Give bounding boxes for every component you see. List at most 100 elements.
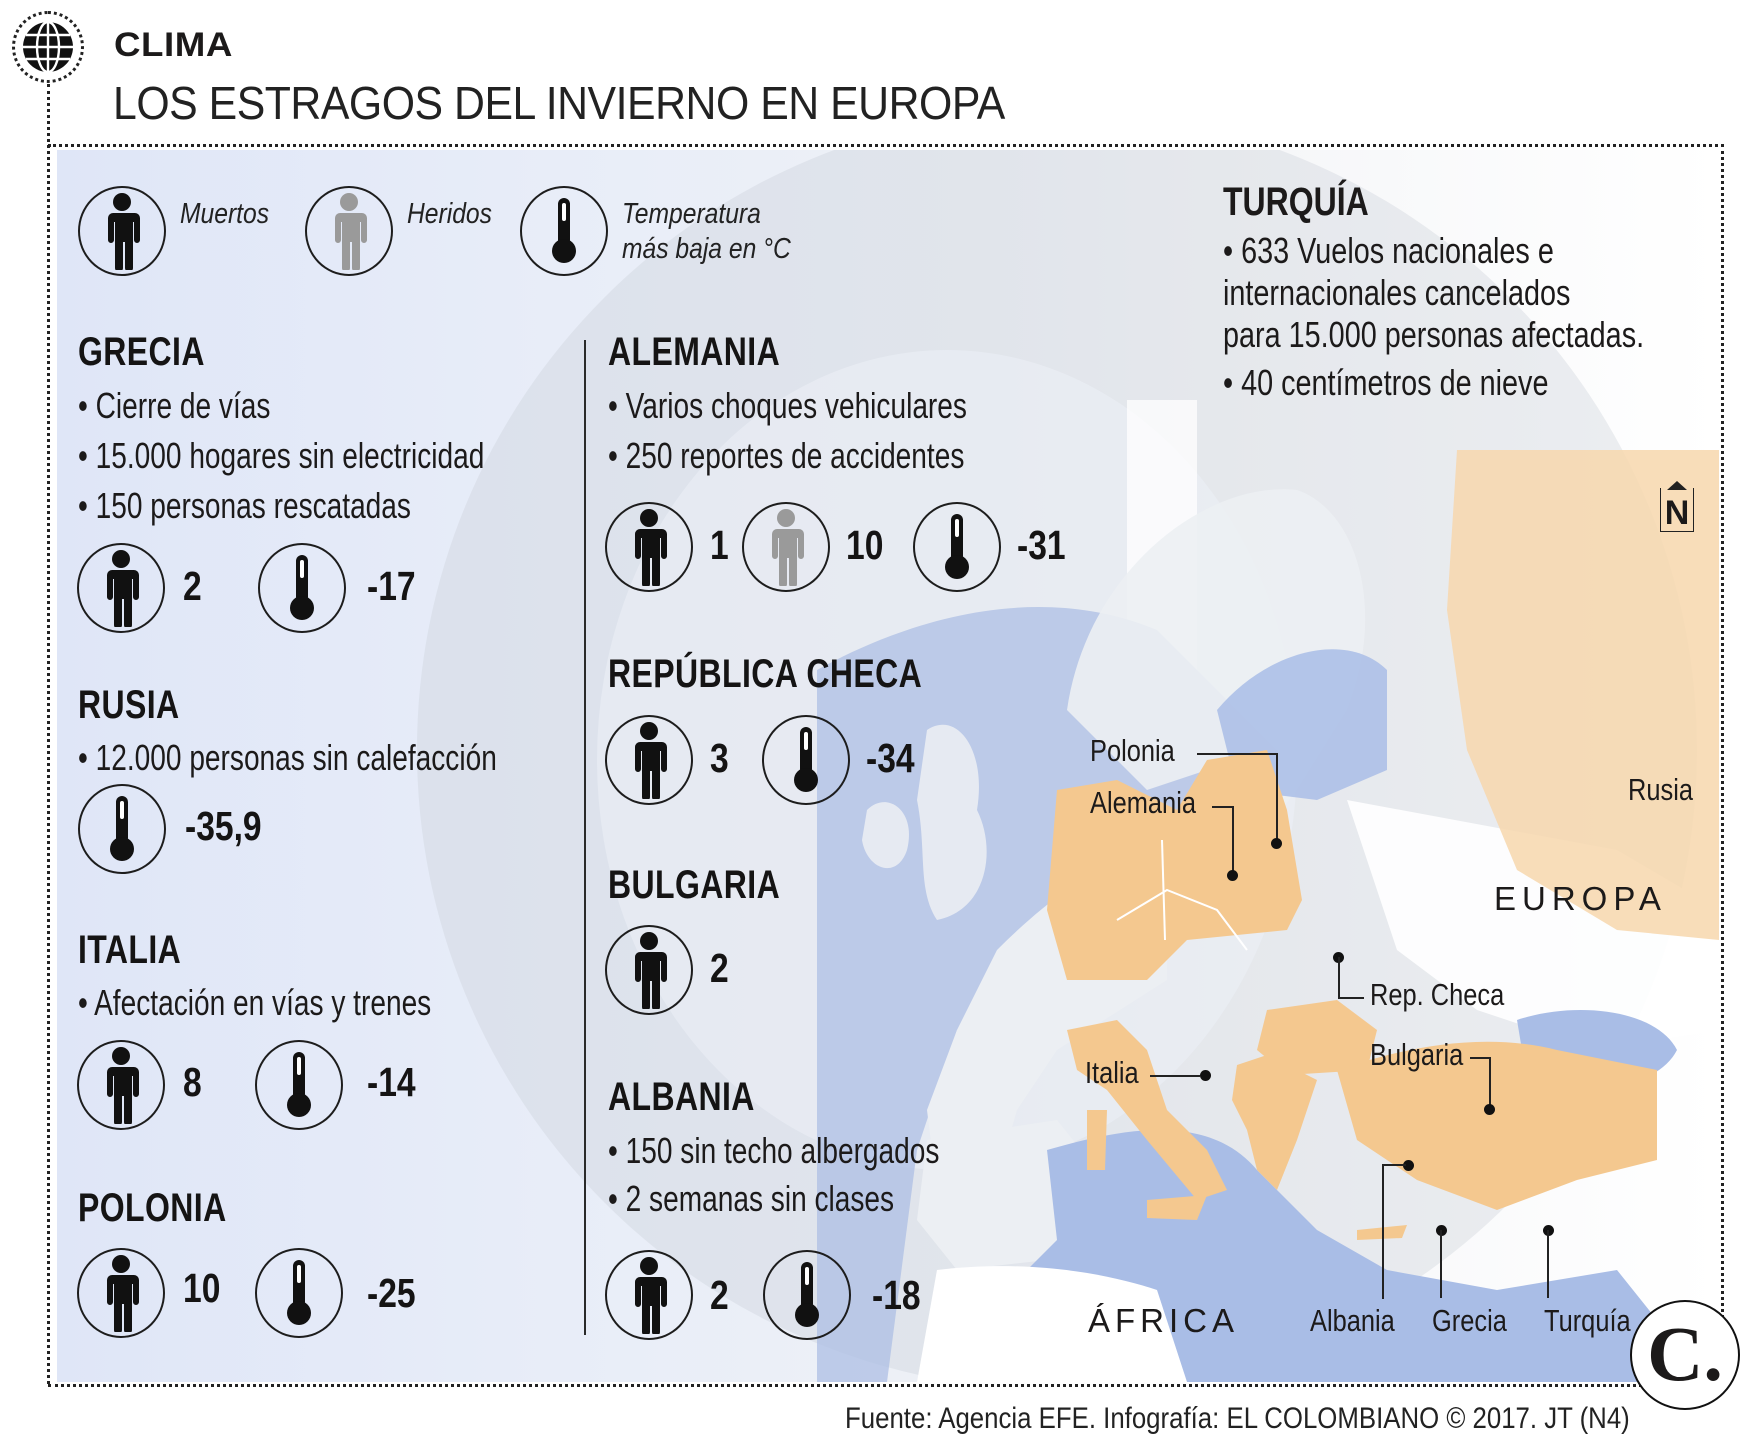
italia-dead-count: 8 [183,1059,202,1105]
polonia-dead-icon [77,1248,165,1338]
alemania-temp-value: -31 [1017,522,1066,568]
leader-alemania-v [1232,806,1234,874]
map-label-turquia: Turquía [1544,1303,1631,1338]
leader-rep-checa-v [1338,957,1340,999]
legend-temperature-label-1: Temperatura [622,198,761,230]
map-dot-polonia [1271,838,1282,849]
leader-albania [1382,1164,1406,1166]
map-dot-albania [1403,1160,1414,1171]
rusia-temp-value: -35,9 [185,803,262,849]
person-icon [635,932,667,1009]
albania-dead-icon [605,1250,693,1340]
rep-checa-temp-icon [762,715,850,805]
grecia-dead-count: 2 [183,563,202,609]
north-indicator: N [1660,488,1694,532]
leader-rep-checa [1338,997,1364,999]
rusia-temp-icon [78,784,166,874]
legend-dead-label: Muertos [180,198,270,230]
person-icon [107,550,139,627]
alemania-dead-count: 1 [710,522,729,568]
polonia-temp-value: -25 [367,1270,416,1316]
leader-polonia-v [1276,753,1278,843]
map-label-africa: ÁFRICA [1088,1302,1240,1339]
map-dot-italia [1200,1070,1211,1081]
map-label-grecia: Grecia [1432,1303,1507,1338]
leader-grecia-v [1440,1230,1442,1298]
turquia-line-4: • 40 centímetros de nieve [1223,362,1549,403]
thermometer-icon [945,514,969,579]
grecia-dead-icon [77,543,165,633]
column-divider [584,340,586,1335]
country-heading-albania: ALBANIA [608,1075,755,1119]
north-arrow-icon [1667,481,1687,490]
thermometer-icon [795,1262,819,1327]
leader-alemania [1212,806,1234,808]
frame-bottom-dotted-line [48,1384,1648,1387]
frame-left-dotted-line [47,84,50,1384]
bulgaria-dead-icon [605,925,693,1015]
person-icon [635,509,667,586]
italia-temp-value: -14 [367,1059,416,1105]
country-heading-grecia: GRECIA [78,330,205,374]
polonia-dead-count: 10 [183,1265,221,1311]
europe-map [817,450,1719,1382]
infographic-panel [57,150,1719,1382]
italia-temp-icon [255,1040,343,1130]
map-label-alemania: Alemania [1090,785,1196,820]
turquia-line-3: para 15.000 personas afectadas. [1223,314,1645,355]
map-label-italia: Italia [1085,1055,1139,1090]
albania-temp-value: -18 [872,1272,921,1318]
rep-checa-dead-count: 3 [710,735,729,781]
italia-dead-icon [77,1040,165,1130]
leader-polonia [1197,753,1278,755]
country-heading-turquia: TURQUÍA [1223,180,1369,224]
bullet-alemania-2: • 250 reportes de accidentes [608,435,965,476]
globe-icon [23,20,73,74]
country-heading-polonia: POLONIA [78,1186,227,1230]
thermometer-icon [552,198,576,263]
map-label-rusia: Rusia [1628,772,1693,807]
country-heading-alemania: ALEMANIA [608,330,781,374]
alemania-injured-icon [742,502,830,592]
map-label-polonia: Polonia [1090,733,1175,768]
source-credit: Fuente: Agencia EFE. Infografía: EL COLO… [845,1402,1630,1435]
country-heading-rep-checa: REPÚBLICA CHECA [608,652,923,696]
bullet-albania-2: • 2 semanas sin clases [608,1178,895,1219]
person-icon [107,1047,139,1124]
polonia-temp-icon [255,1248,343,1338]
alemania-temp-icon [913,502,1001,592]
map-dot-bulgaria [1484,1104,1495,1115]
map-label-albania: Albania [1310,1303,1395,1338]
thermometer-icon [794,727,818,792]
bullet-grecia-2: • 15.000 hogares sin electricidad [78,435,485,476]
person-icon [635,722,667,799]
thermometer-icon [287,1052,311,1117]
frame-top-dotted-line [48,144,1724,147]
section-kicker: CLIMA [114,26,233,64]
country-heading-rusia: RUSIA [78,683,180,727]
turquia-line-2: internacionales cancelados [1223,272,1571,313]
thermometer-icon [290,555,314,620]
alemania-dead-icon [605,502,693,592]
leader-bulgaria [1470,1057,1490,1059]
el-colombiano-logo: C. [1630,1300,1740,1410]
person-icon [335,193,367,270]
leader-bulgaria-v [1489,1057,1491,1107]
thermometer-icon [110,796,134,861]
frame-right-dotted-line [1721,144,1724,1349]
globe-icon-frame [12,11,84,83]
map-label-europa: EUROPA [1494,880,1667,917]
rep-checa-dead-icon [605,715,693,805]
person-icon [107,1255,139,1332]
legend-temperature-icon [520,186,608,276]
grecia-temp-value: -17 [367,563,416,609]
map-label-rep-checa: Rep. Checa [1370,977,1505,1012]
bullet-italia-1: • Afectación en vías y trenes [78,982,432,1023]
map-label-bulgaria: Bulgaria [1370,1037,1464,1072]
leader-italia [1150,1075,1200,1077]
legend-injured-label: Heridos [407,198,492,230]
bullet-grecia-3: • 150 personas rescatadas [78,485,411,526]
person-icon [108,193,140,270]
legend-temperature-label-2: más baja en °C [622,233,791,265]
legend-injured-icon [305,186,393,276]
